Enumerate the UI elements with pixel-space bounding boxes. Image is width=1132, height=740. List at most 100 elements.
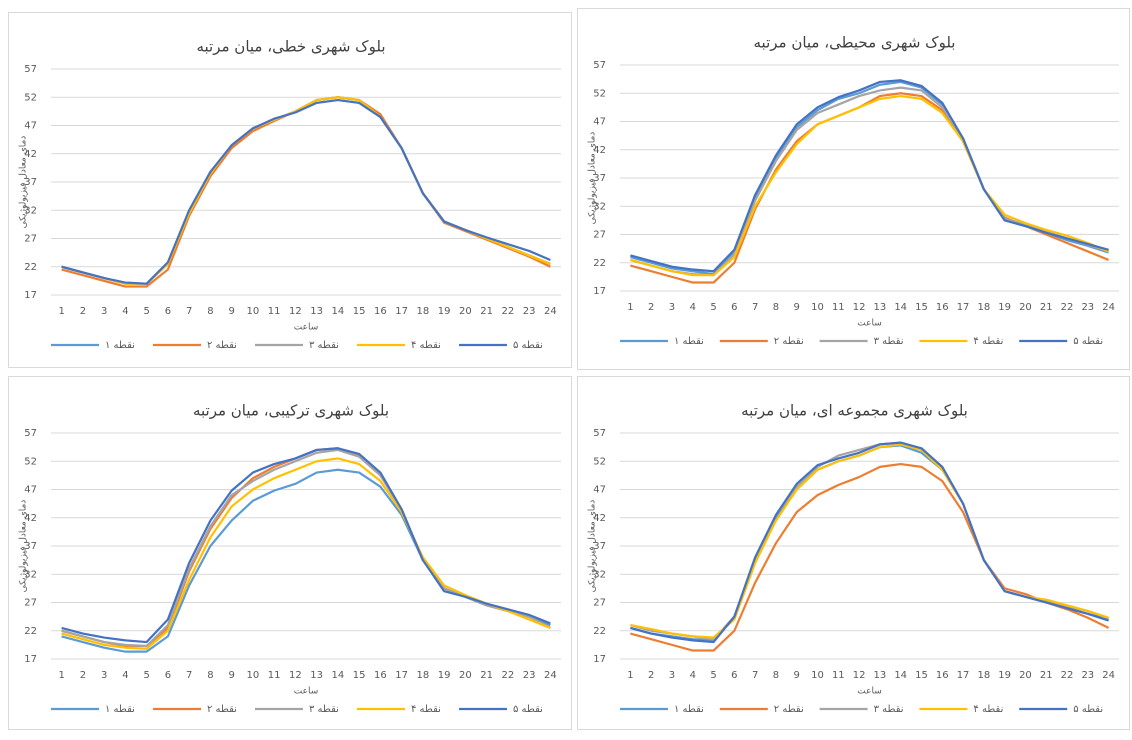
x-tick-label: 1 [58,670,64,681]
y-tick-label: 27 [593,230,606,241]
x-axis-label: ساعت [294,323,319,333]
x-tick-label: 24 [544,670,557,681]
y-tick-label: 52 [593,88,606,99]
x-tick-label: 3 [669,302,675,313]
legend-label: نقطه ۳ [874,704,904,715]
y-tick-label: 47 [24,485,37,496]
x-tick-label: 11 [832,670,845,681]
x-tick-label: 5 [143,306,149,317]
x-tick-label: 8 [773,670,779,681]
x-tick-label: 21 [1040,670,1053,681]
x-tick-label: 10 [811,302,824,313]
x-tick-label: 12 [289,670,302,681]
y-tick-label: 17 [24,290,37,301]
x-tick-label: 9 [228,670,234,681]
x-tick-label: 5 [143,670,149,681]
chart-panel: بلوک شهری محیطی، میان مرتبه دمای معادل فی… [577,8,1130,370]
x-tick-label: 10 [811,670,824,681]
x-tick-label: 11 [268,306,281,317]
legend-label: نقطه ۲ [774,704,804,715]
y-tick-label: 37 [593,541,606,552]
x-tick-label: 3 [101,670,107,681]
chart-panel: بلوک شهری مجموعه ای، میان مرتبه دمای معاد… [577,376,1130,730]
x-axis-label: ساعت [857,319,882,329]
x-tick-label: 9 [228,306,234,317]
y-tick-label: 27 [593,598,606,609]
series-line [630,444,1109,642]
legend-label: نقطه ۲ [207,704,237,715]
x-tick-label: 10 [247,670,260,681]
y-tick-label: 32 [593,569,606,580]
series-line [630,462,1110,652]
legend-label: نقطه ۵ [513,704,543,715]
x-tick-label: 22 [502,670,515,681]
x-tick-label: 20 [1019,670,1032,681]
x-tick-label: 20 [459,670,472,681]
x-tick-label: 14 [894,670,907,681]
y-tick-label: 17 [593,286,606,297]
x-tick-label: 13 [310,306,323,317]
x-tick-label: 13 [310,670,323,681]
y-tick-label: 52 [24,456,37,467]
x-tick-label: 4 [690,670,696,681]
legend-label: نقطه ۲ [207,340,237,351]
series-line [630,441,1109,644]
x-tick-label: 19 [438,306,451,317]
y-axis-label: دمای معادل فیزیولوژیکی [19,136,29,229]
x-tick-label: 5 [710,670,716,681]
y-axis-label: دمای معادل فیزیولوژیکی [588,500,598,593]
x-tick-label: 21 [480,670,493,681]
x-tick-label: 12 [853,670,866,681]
x-tick-label: 1 [627,670,633,681]
x-tick-label: 21 [480,306,493,317]
y-tick-label: 57 [593,60,606,71]
x-tick-label: 14 [332,670,345,681]
legend-label: نقطه ۲ [774,336,804,347]
y-tick-label: 32 [24,205,37,216]
y-tick-label: 57 [593,428,606,439]
y-tick-label: 42 [593,145,606,156]
x-axis-label: ساعت [857,687,882,697]
legend-label: نقطه ۵ [1073,704,1103,715]
legend-label: نقطه ۳ [309,340,339,351]
x-tick-label: 13 [874,670,887,681]
legend-label: نقطه ۱ [105,340,135,351]
x-tick-label: 6 [731,302,737,313]
x-tick-label: 20 [459,306,472,317]
x-tick-label: 24 [1102,302,1115,313]
x-tick-label: 23 [1081,302,1094,313]
x-axis-label: ساعت [294,687,319,697]
x-tick-label: 7 [186,670,192,681]
chart-title: بلوک شهری ترکیبی، میان مرتبه [193,402,389,420]
x-tick-label: 23 [523,306,536,317]
x-tick-label: 20 [1019,302,1032,313]
y-tick-label: 52 [593,456,606,467]
x-tick-label: 8 [773,302,779,313]
y-tick-label: 47 [24,121,37,132]
x-tick-label: 4 [122,306,128,317]
series-line [61,98,551,285]
x-tick-label: 9 [794,670,800,681]
x-tick-label: 2 [648,302,654,313]
x-tick-label: 15 [915,302,928,313]
x-tick-label: 19 [998,670,1011,681]
y-tick-label: 42 [24,149,37,160]
x-tick-label: 19 [998,302,1011,313]
legend-label: نقطه ۵ [1073,336,1103,347]
legend-label: نقطه ۵ [513,340,543,351]
x-tick-label: 11 [268,670,281,681]
x-tick-label: 7 [752,302,758,313]
x-tick-label: 17 [957,302,970,313]
x-tick-label: 6 [165,306,171,317]
x-tick-label: 5 [710,302,716,313]
x-tick-label: 3 [101,306,107,317]
y-tick-label: 27 [24,234,37,245]
x-tick-label: 17 [395,306,408,317]
legend-label: نقطه ۴ [411,340,441,351]
x-tick-label: 24 [544,306,557,317]
x-tick-label: 24 [1102,670,1115,681]
y-tick-label: 37 [24,177,37,188]
x-tick-label: 15 [353,670,366,681]
series-line [61,447,551,644]
